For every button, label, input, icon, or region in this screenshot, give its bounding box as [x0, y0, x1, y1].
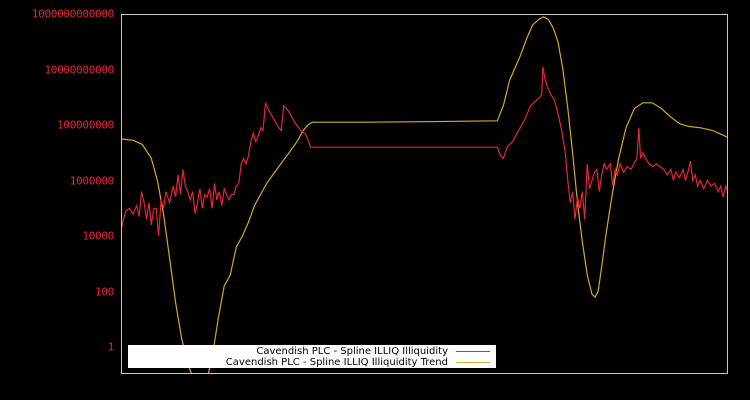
plot-frame	[121, 14, 728, 374]
y-tick-label: 1	[107, 340, 115, 354]
legend: Cavendish PLC - Spline ILLIQ Illiquidity…	[128, 345, 496, 368]
legend-swatch	[456, 362, 490, 363]
legend-item-illiquidity: Cavendish PLC - Spline ILLIQ Illiquidity	[256, 346, 490, 357]
y-tick-label: 100	[95, 285, 114, 298]
legend-label: Cavendish PLC - Spline ILLIQ Illiquidity	[256, 346, 448, 357]
legend-item-trend: Cavendish PLC - Spline ILLIQ Illiquidity…	[226, 357, 490, 368]
illiquidity-line	[121, 66, 728, 237]
legend-swatch	[456, 351, 490, 352]
legend-label: Cavendish PLC - Spline ILLIQ Illiquidity…	[225, 357, 448, 368]
y-tick-label: 100000000	[57, 118, 114, 132]
y-tick-label: 1000000	[69, 174, 115, 187]
y-tick-label: 10000000000	[44, 63, 114, 76]
trend-line	[121, 16, 728, 374]
y-tick-label: 1000000000000	[31, 7, 115, 21]
y-tick-label: 10000	[82, 229, 114, 243]
